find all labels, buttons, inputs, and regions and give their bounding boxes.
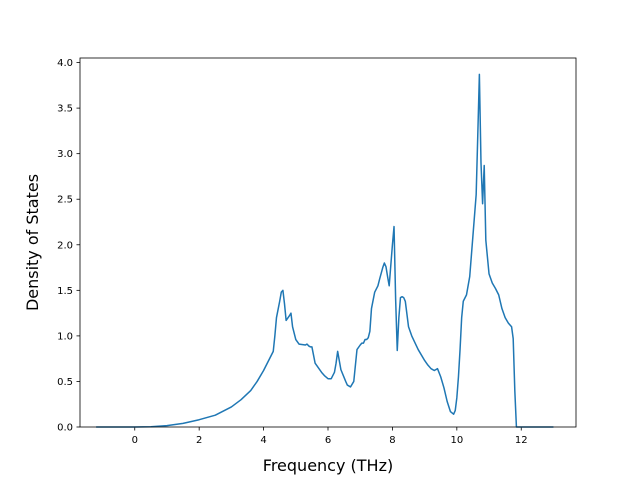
x-tick-label: 8 [389, 435, 395, 446]
plot-frame [79, 57, 577, 428]
x-tick-label: 6 [325, 435, 331, 446]
y-tick-label: 2.5 [57, 195, 73, 206]
y-tick-label: 3.0 [57, 149, 73, 160]
x-tick-label: 4 [260, 435, 266, 446]
x-tick-label: 12 [515, 435, 528, 446]
y-tick-label: 0.5 [57, 377, 73, 388]
y-tick-label: 3.5 [57, 104, 73, 115]
dos-series-line [96, 73, 554, 428]
y-axis-label: Density of States [23, 174, 42, 311]
x-tick-label: 2 [196, 435, 202, 446]
x-tick-label: 0 [132, 435, 138, 446]
y-tick-label: 1.5 [57, 286, 73, 297]
y-tick-label: 2.0 [57, 240, 73, 251]
x-tick-label: 10 [450, 435, 463, 446]
y-tick-label: 0.0 [57, 423, 73, 434]
x-axis-label: Frequency (THz) [263, 456, 393, 475]
y-axis-ticks: 0.0 0.5 1.0 1.5 2.0 2.5 3.0 3.5 4.0 [57, 58, 80, 434]
plot-area [80, 58, 576, 427]
y-tick-label: 1.0 [57, 331, 73, 342]
y-tick-label: 4.0 [57, 58, 73, 69]
